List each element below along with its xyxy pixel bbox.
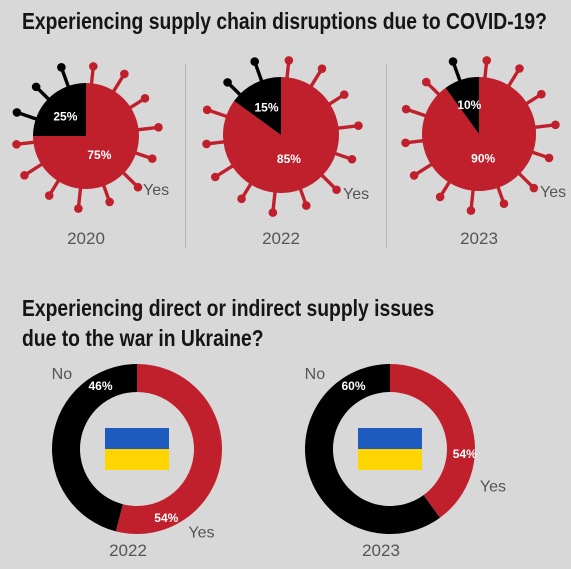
- donut-label-yes: 54%: [154, 511, 178, 525]
- virus-spike-tip-yes: [12, 140, 21, 149]
- ukraine-title-line-2: due to the war in Ukraine?: [22, 325, 264, 351]
- virus-spike-tip-yes: [268, 208, 278, 217]
- ukraine-donut-2023: [304, 364, 475, 535]
- divider-left: [185, 64, 186, 248]
- virus-spike-tip-yes: [332, 185, 341, 195]
- virus-spike-tip-yes: [339, 90, 349, 99]
- ukraine-flag-icon: [105, 428, 169, 470]
- virus-spike-tip-yes: [347, 154, 357, 164]
- flag-yellow-stripe: [358, 449, 422, 470]
- virus-spike-tip-yes: [202, 105, 212, 115]
- virus-spike-tip-yes: [237, 194, 246, 204]
- pie-slice-yes: [422, 77, 537, 191]
- pie-label-yes: 85%: [277, 152, 301, 166]
- pie-slice-no: [445, 77, 479, 134]
- covid-section-title: Experiencing supply chain disruptions du…: [22, 8, 547, 34]
- virus-spike-tip-yes: [154, 122, 163, 132]
- virus-spike-tip-no: [250, 57, 259, 66]
- donut-label-no: 46%: [88, 379, 112, 393]
- pie-slice-no: [33, 83, 86, 136]
- virus-spike-tip-no: [57, 62, 66, 72]
- virus-spike-tip-no: [223, 78, 232, 87]
- virus-spike-tip-yes: [421, 77, 431, 87]
- flag-yellow-stripe: [105, 449, 169, 470]
- virus-spike-tip-yes: [482, 56, 492, 65]
- virus-spike-tip-yes: [401, 104, 411, 114]
- ukraine-flag-icon: [358, 428, 422, 470]
- year-label: 2022: [262, 229, 300, 248]
- virus-spike-tip-yes: [466, 206, 476, 215]
- virus-spike-tip-yes: [202, 139, 211, 149]
- covid-pie-2022: [202, 56, 363, 217]
- virus-spike-tip-yes: [210, 172, 220, 182]
- donut-slice-no: [51, 364, 138, 532]
- virus-spike-tip-yes: [401, 138, 410, 148]
- ukraine-title-line-1: Experiencing direct or indirect supply i…: [22, 295, 435, 321]
- virus-spike-tip-yes: [544, 153, 554, 163]
- virus-spike-tip-yes: [551, 120, 560, 130]
- virus-spike-tip-yes: [89, 62, 98, 71]
- legend-yes-label: Yes: [143, 182, 169, 199]
- flag-blue-stripe: [105, 428, 169, 449]
- donut-label-yes: 54%: [453, 447, 477, 461]
- year-label: 2023: [460, 229, 498, 248]
- divider-right: [386, 64, 387, 248]
- virus-spike-tip-yes: [435, 192, 445, 202]
- virus-spike-tip-yes: [74, 204, 83, 213]
- virus-spike-tip-yes: [284, 56, 294, 65]
- legend-yes-label: Yes: [343, 186, 369, 203]
- virus-spike-tip-yes: [537, 89, 546, 99]
- pie-label-yes: 75%: [87, 148, 111, 162]
- year-label: 2020: [67, 229, 105, 248]
- pie-label-no: 25%: [53, 109, 77, 123]
- donut-slice-yes: [115, 364, 222, 534]
- virus-spike-tip-yes: [515, 64, 524, 73]
- covid-pie-2020: [12, 62, 163, 213]
- ukraine-donut-2022: [51, 364, 222, 534]
- virus-spike-tip-yes: [529, 183, 539, 193]
- virus-spike-tip-yes: [44, 191, 54, 200]
- pie-label-no: 10%: [457, 98, 481, 112]
- covid-pie-2023: [401, 56, 560, 215]
- virus-spike-tip-yes: [317, 64, 327, 73]
- pie-slice-no: [234, 77, 281, 135]
- legend-no-label: No: [52, 366, 73, 383]
- flag-blue-stripe: [358, 428, 422, 449]
- virus-spike-tip-no: [12, 108, 22, 117]
- virus-spike-tip-yes: [133, 182, 143, 192]
- pie-label-no: 15%: [255, 101, 279, 115]
- donut-label-no: 60%: [341, 379, 365, 393]
- legend-no-label: No: [305, 366, 326, 383]
- ukraine-section-title: Experiencing direct or indirect supply i…: [22, 293, 434, 353]
- year-label: 2023: [362, 541, 400, 560]
- year-label: 2022: [109, 541, 147, 560]
- virus-spike-tip-yes: [409, 171, 419, 180]
- virus-spike-tip-yes: [120, 69, 129, 79]
- virus-spike-tip-yes: [105, 197, 114, 207]
- virus-spike-tip-yes: [354, 121, 363, 130]
- virus-spike-tip-no: [31, 82, 41, 92]
- virus-spike-tip-yes: [147, 154, 157, 163]
- virus-spike-tip-yes: [20, 170, 29, 180]
- virus-spike-tip-yes: [499, 199, 509, 208]
- virus-spike-tip-yes: [140, 94, 150, 103]
- donut-slice-yes: [390, 364, 475, 518]
- pie-label-yes: 90%: [471, 152, 495, 166]
- virus-spike-tip-yes: [301, 201, 311, 210]
- legend-yes-label: Yes: [540, 184, 566, 201]
- donut-slice-no: [304, 364, 440, 535]
- legend-yes-label: Yes: [480, 478, 506, 495]
- legend-yes-label: Yes: [188, 524, 214, 541]
- virus-spike-tip-no: [448, 57, 458, 66]
